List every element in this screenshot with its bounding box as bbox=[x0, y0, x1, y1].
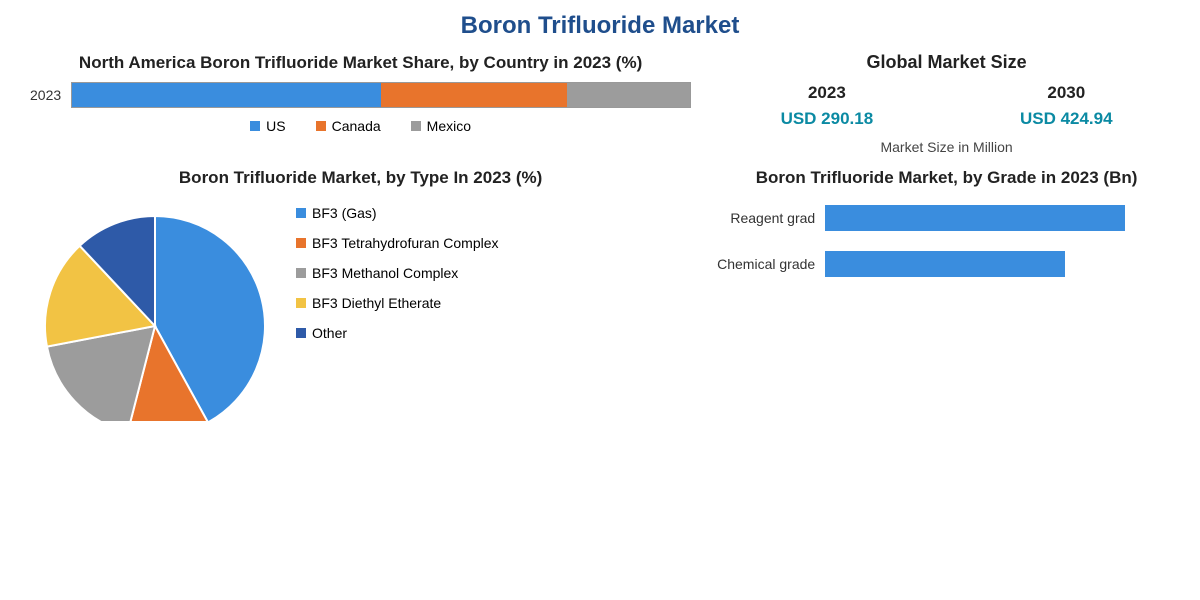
legend-label: US bbox=[266, 118, 285, 134]
legend-item: BF3 Methanol Complex bbox=[296, 265, 499, 281]
legend-label: Canada bbox=[332, 118, 381, 134]
hbar-body: Reagent grad Chemical grade bbox=[707, 197, 1186, 277]
legend-swatch bbox=[296, 208, 306, 218]
legend-item: BF3 Diethyl Etherate bbox=[296, 295, 499, 311]
global-title: Global Market Size bbox=[707, 52, 1186, 73]
legend-swatch bbox=[250, 121, 260, 131]
stacked-chart-panel: North America Boron Trifluoride Market S… bbox=[30, 52, 691, 155]
hbar-track bbox=[825, 251, 1178, 277]
legend-item: Mexico bbox=[411, 118, 471, 134]
stacked-legend: US Canada Mexico bbox=[30, 118, 691, 134]
pie-chart-title: Boron Trifluoride Market, by Type In 202… bbox=[30, 167, 691, 189]
hbar-fill bbox=[825, 251, 1065, 277]
legend-label: BF3 Diethyl Etherate bbox=[312, 295, 441, 311]
stacked-y-label: 2023 bbox=[30, 87, 61, 103]
pie-legend: BF3 (Gas) BF3 Tetrahydrofuran Complex BF3 … bbox=[296, 201, 499, 341]
legend-swatch bbox=[296, 268, 306, 278]
stacked-segment bbox=[72, 83, 381, 107]
legend-swatch bbox=[316, 121, 326, 131]
legend-item: BF3 (Gas) bbox=[296, 205, 499, 221]
hbar-fill bbox=[825, 205, 1125, 231]
stacked-segment bbox=[567, 83, 691, 107]
hbar-label: Reagent grad bbox=[715, 210, 815, 227]
global-market-panel: Global Market Size 2023 2030 USD 290.18 … bbox=[707, 52, 1186, 155]
global-year-0: 2023 bbox=[808, 83, 846, 103]
global-year-1: 2030 bbox=[1047, 83, 1085, 103]
legend-swatch bbox=[296, 298, 306, 308]
global-note: Market Size in Million bbox=[707, 139, 1186, 155]
hbar-chart-title: Boron Trifluoride Market, by Grade in 20… bbox=[707, 167, 1186, 189]
legend-swatch bbox=[296, 328, 306, 338]
hbar-chart-panel: Boron Trifluoride Market, by Grade in 20… bbox=[707, 167, 1186, 588]
legend-label: BF3 Tetrahydrofuran Complex bbox=[312, 235, 499, 251]
legend-swatch bbox=[296, 238, 306, 248]
legend-swatch bbox=[411, 121, 421, 131]
stacked-segment bbox=[381, 83, 566, 107]
legend-label: Mexico bbox=[427, 118, 471, 134]
main-title: Boron Trifluoride Market bbox=[30, 12, 1170, 40]
pie-svg bbox=[30, 201, 280, 421]
hbar-row: Reagent grad bbox=[715, 205, 1178, 231]
legend-label: BF3 (Gas) bbox=[312, 205, 377, 221]
hbar-track bbox=[825, 205, 1178, 231]
legend-item: BF3 Tetrahydrofuran Complex bbox=[296, 235, 499, 251]
legend-item: Other bbox=[296, 325, 499, 341]
legend-item: Canada bbox=[316, 118, 381, 134]
global-value-1: USD 424.94 bbox=[1020, 109, 1113, 129]
pie-chart-panel: Boron Trifluoride Market, by Type In 202… bbox=[30, 167, 691, 588]
legend-label: Other bbox=[312, 325, 347, 341]
stacked-chart-title: North America Boron Trifluoride Market S… bbox=[30, 52, 691, 74]
legend-item: US bbox=[250, 118, 285, 134]
stacked-bar bbox=[71, 82, 691, 108]
pie-svg-holder bbox=[30, 201, 280, 421]
hbar-label: Chemical grade bbox=[715, 256, 815, 273]
global-value-0: USD 290.18 bbox=[781, 109, 874, 129]
hbar-row: Chemical grade bbox=[715, 251, 1178, 277]
legend-label: BF3 Methanol Complex bbox=[312, 265, 458, 281]
